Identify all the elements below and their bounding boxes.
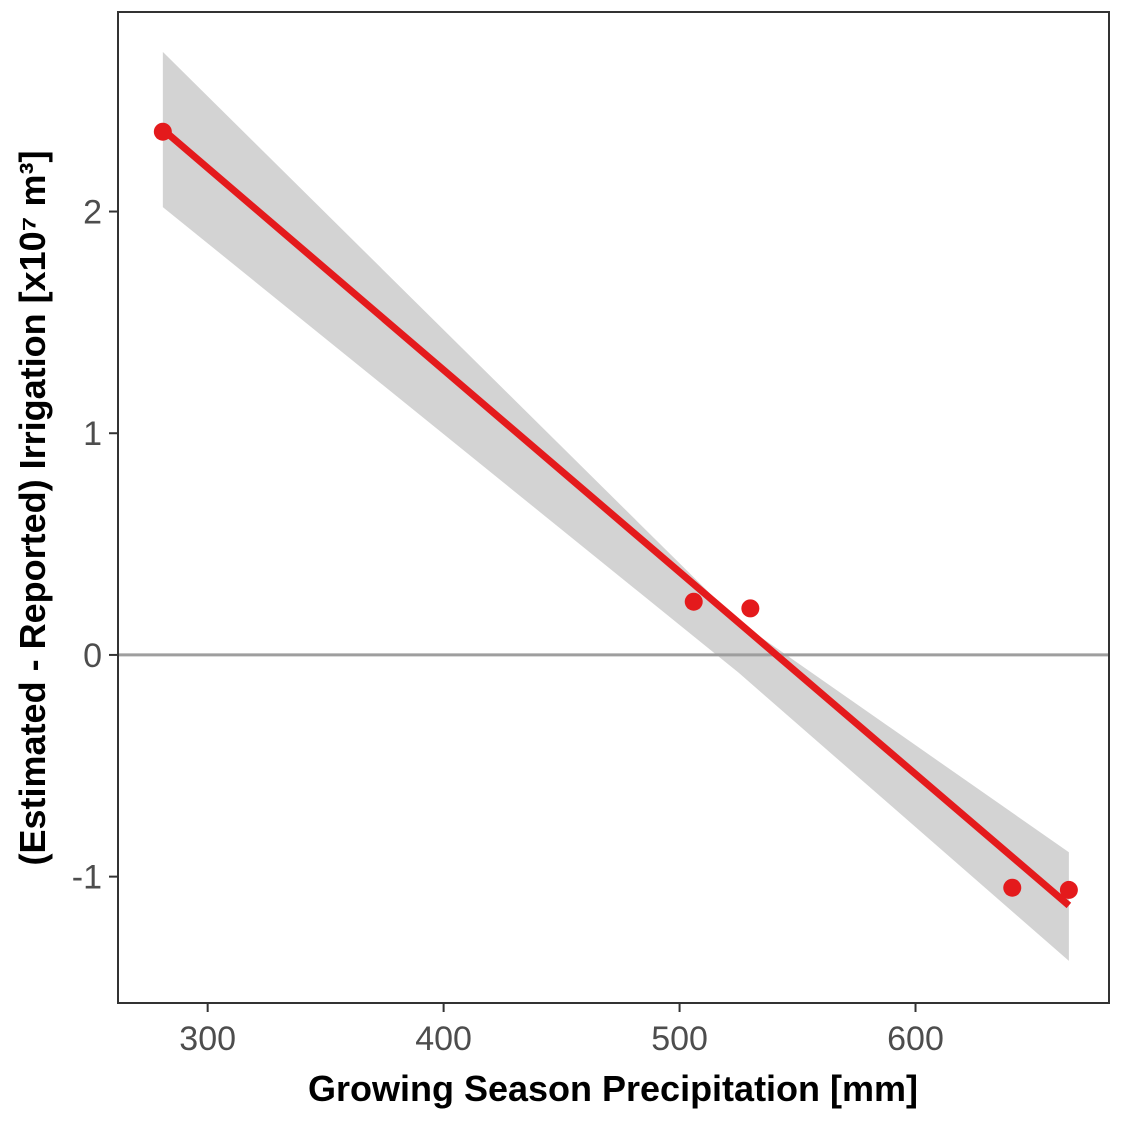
- confidence-band: [162, 51, 1069, 961]
- y-tick-label: -1: [72, 859, 102, 897]
- y-tick-label: 1: [83, 415, 102, 453]
- x-tick-label: 400: [415, 1020, 472, 1058]
- x-tick-label: 600: [887, 1020, 944, 1058]
- data-point: [684, 592, 703, 611]
- x-axis-title: Growing Season Precipitation [mm]: [308, 1068, 918, 1109]
- data-point: [741, 599, 760, 618]
- regression-fit-line: [160, 126, 1072, 909]
- y-axis-title: (Estimated - Reported) Irrigation [x10⁷ …: [12, 151, 53, 866]
- y-tick-label: 2: [83, 194, 102, 232]
- x-tick-label: 300: [179, 1020, 236, 1058]
- data-point: [153, 122, 172, 141]
- data-point: [1003, 878, 1022, 897]
- y-tick-label: 0: [83, 637, 102, 675]
- x-tick-label: 500: [651, 1020, 708, 1058]
- plot-panel-frame: [117, 11, 1110, 1004]
- data-point: [1059, 880, 1078, 899]
